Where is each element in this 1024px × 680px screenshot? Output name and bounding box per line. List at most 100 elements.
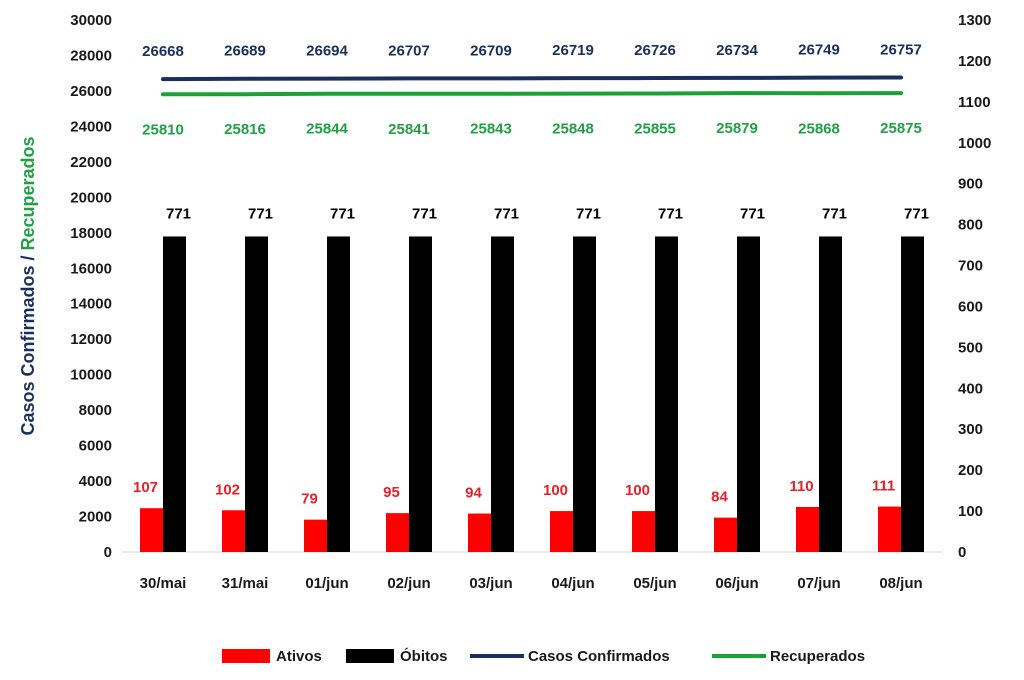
bar-ativos: [632, 511, 655, 552]
y-axis-label-part: /: [18, 250, 38, 265]
y2-tick-label: 400: [958, 380, 983, 397]
y2-tick-label: 800: [958, 217, 983, 234]
y-tick-label: 2000: [79, 509, 112, 526]
data-label-ativos: 84: [711, 489, 728, 506]
x-tick-label: 04/jun: [551, 575, 594, 592]
data-label-obitos: 771: [330, 205, 355, 222]
bar-obitos: [327, 236, 350, 552]
y2-tick-label: 300: [958, 421, 983, 438]
y-tick-label: 10000: [70, 367, 112, 384]
data-label-ativos: 102: [215, 481, 240, 498]
data-label-recuperados: 25841: [388, 121, 430, 138]
y-axis-label-part: Recuperados: [18, 136, 38, 250]
y-tick-label: 16000: [70, 260, 112, 277]
bar-obitos: [491, 236, 514, 552]
data-label-obitos: 771: [248, 205, 273, 222]
data-label-obitos: 771: [494, 205, 519, 222]
y-tick-label: 26000: [70, 83, 112, 100]
data-label-confirmados: 26707: [388, 42, 430, 59]
y2-tick-label: 1000: [958, 135, 991, 152]
bar-obitos: [819, 236, 842, 552]
bar-obitos: [573, 236, 596, 552]
bar-ativos: [550, 511, 573, 552]
data-label-ativos: 107: [133, 479, 158, 496]
bar-obitos: [655, 236, 678, 552]
line-confirmados: [161, 75, 903, 82]
data-label-recuperados: 25855: [634, 121, 676, 138]
legend-label-ativos: Ativos: [276, 648, 322, 665]
bar-ativos: [878, 506, 901, 552]
y2-tick-label: 1300: [958, 12, 991, 29]
y-tick-label: 14000: [70, 296, 112, 313]
data-label-confirmados: 26689: [224, 43, 266, 60]
y2-tick-label: 600: [958, 298, 983, 315]
x-tick-label: 02/jun: [387, 575, 430, 592]
y2-tick-label: 700: [958, 258, 983, 275]
data-label-confirmados: 26719: [552, 42, 594, 59]
bar-obitos: [901, 236, 924, 552]
data-label-ativos: 100: [625, 482, 650, 499]
bar-ativos: [386, 513, 409, 552]
y-tick-label: 20000: [70, 189, 112, 206]
legend-swatch-ativos: [222, 649, 270, 663]
y-tick-label: 6000: [79, 438, 112, 455]
y-tick-label: 18000: [70, 225, 112, 242]
bar-ativos: [468, 513, 491, 552]
bar-ativos: [222, 510, 245, 552]
data-labels: 107 771 102 771 79 771 95 771 94 771 100 771 100 771 8…: [133, 42, 929, 508]
x-axis: 30/mai 31/mai 01/jun 02/jun 03/jun 04/jun 05/j…: [140, 575, 923, 592]
bar-series: [140, 236, 924, 552]
data-label-obitos: 771: [166, 205, 191, 222]
y2-tick-label: 0: [958, 544, 966, 561]
x-tick-label: 07/jun: [797, 575, 840, 592]
right-y-axis: 0 100 200 300 400 500 600 700 800 900 1000 1100 1200…: [958, 12, 991, 561]
y-axis-title: Casos Confirmados / Recuperados: [18, 136, 38, 435]
data-label-ativos: 79: [301, 491, 318, 508]
legend: Ativos Óbitos Casos Confirmados Recuperados: [222, 647, 865, 665]
data-label-confirmados: 26757: [880, 42, 922, 59]
data-label-recuperados: 25868: [798, 120, 840, 137]
data-label-confirmados: 26734: [716, 42, 758, 59]
data-label-obitos: 771: [904, 205, 929, 222]
data-label-ativos: 100: [543, 482, 568, 499]
x-tick-label: 01/jun: [305, 575, 348, 592]
y2-tick-label: 1200: [958, 53, 991, 70]
y2-tick-label: 500: [958, 339, 983, 356]
data-label-confirmados: 26668: [142, 43, 184, 60]
legend-swatch-obitos: [346, 649, 394, 663]
data-label-obitos: 771: [412, 205, 437, 222]
data-label-confirmados: 26726: [634, 42, 676, 59]
line-series: [161, 75, 903, 97]
x-tick-label: 05/jun: [633, 575, 676, 592]
y2-tick-label: 200: [958, 462, 983, 479]
y-tick-label: 24000: [70, 118, 112, 135]
y-axis-label: Casos Confirmados / Recuperados: [18, 136, 38, 435]
data-label-ativos: 95: [383, 484, 400, 501]
y-tick-label: 8000: [79, 402, 112, 419]
bar-ativos: [304, 519, 327, 552]
x-tick-label: 06/jun: [715, 575, 758, 592]
data-label-confirmados: 26749: [798, 42, 840, 59]
data-label-obitos: 771: [822, 205, 847, 222]
bar-ativos: [714, 517, 737, 552]
bar-obitos: [737, 236, 760, 552]
data-label-recuperados: 25844: [306, 121, 348, 138]
data-label-recuperados: 25816: [224, 121, 266, 138]
left-y-axis: 0 2000 4000 6000 8000 10000 12000 14000 16000 180…: [70, 12, 112, 561]
y-tick-label: 28000: [70, 47, 112, 64]
data-label-confirmados: 26709: [470, 42, 512, 59]
data-label-confirmados: 26694: [306, 43, 348, 60]
bar-ativos: [796, 506, 819, 552]
x-tick-label: 30/mai: [140, 575, 187, 592]
data-label-obitos: 771: [740, 205, 765, 222]
legend-label-confirmados: Casos Confirmados: [528, 648, 670, 665]
x-tick-label: 08/jun: [879, 575, 922, 592]
bar-obitos: [409, 236, 432, 552]
data-label-recuperados: 25875: [880, 120, 922, 137]
data-label-recuperados: 25848: [552, 121, 594, 138]
data-label-recuperados: 25879: [716, 120, 758, 137]
y-axis-label-part: Casos Confirmados: [18, 266, 38, 436]
data-label-ativos: 110: [789, 478, 813, 495]
data-label-ativos: 111: [872, 478, 895, 495]
